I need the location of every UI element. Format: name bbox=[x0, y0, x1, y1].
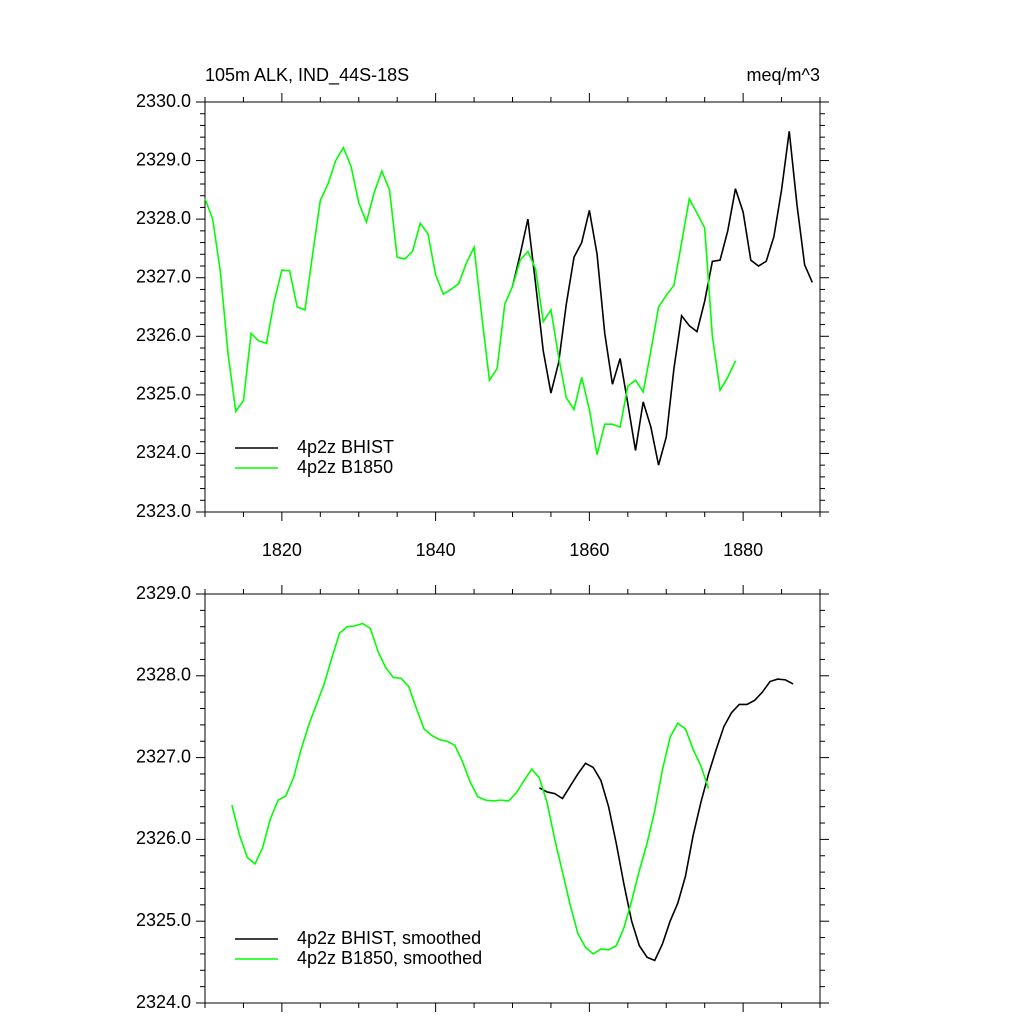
series-line bbox=[204, 145, 737, 455]
y-tick-label: 2329.0 bbox=[136, 149, 191, 169]
legend-label: 4p2z BHIST, smoothed bbox=[297, 928, 481, 948]
legend-label: 4p2z BHIST bbox=[297, 437, 394, 457]
y-tick-label: 2323.0 bbox=[136, 501, 191, 521]
y-tick-label: 2326.0 bbox=[136, 325, 191, 345]
y-tick-label: 2325.0 bbox=[136, 910, 191, 930]
y-tick-label: 2328.0 bbox=[136, 665, 191, 685]
legend-label: 4p2z B1850 bbox=[297, 457, 393, 477]
y-tick-label: 2326.0 bbox=[136, 828, 191, 848]
x-tick-label: 1820 bbox=[262, 540, 302, 560]
y-tick-label: 2325.0 bbox=[136, 384, 191, 404]
series-line bbox=[231, 622, 710, 955]
units-label: meq/m^3 bbox=[747, 65, 820, 85]
y-tick-label: 2327.0 bbox=[136, 266, 191, 286]
x-tick-label: 1880 bbox=[723, 540, 763, 560]
y-tick-label: 2324.0 bbox=[136, 992, 191, 1012]
y-tick-label: 2327.0 bbox=[136, 746, 191, 766]
x-tick-label: 1860 bbox=[569, 540, 609, 560]
chart-title: 105m ALK, IND_44S-18S bbox=[205, 65, 409, 86]
y-tick-label: 2324.0 bbox=[136, 442, 191, 462]
legend-label: 4p2z B1850, smoothed bbox=[297, 948, 482, 968]
series-line bbox=[511, 131, 814, 466]
series-line bbox=[539, 678, 794, 962]
y-tick-label: 2328.0 bbox=[136, 208, 191, 228]
y-tick-label: 2329.0 bbox=[136, 583, 191, 603]
x-tick-label: 1840 bbox=[416, 540, 456, 560]
y-tick-label: 2330.0 bbox=[136, 91, 191, 111]
